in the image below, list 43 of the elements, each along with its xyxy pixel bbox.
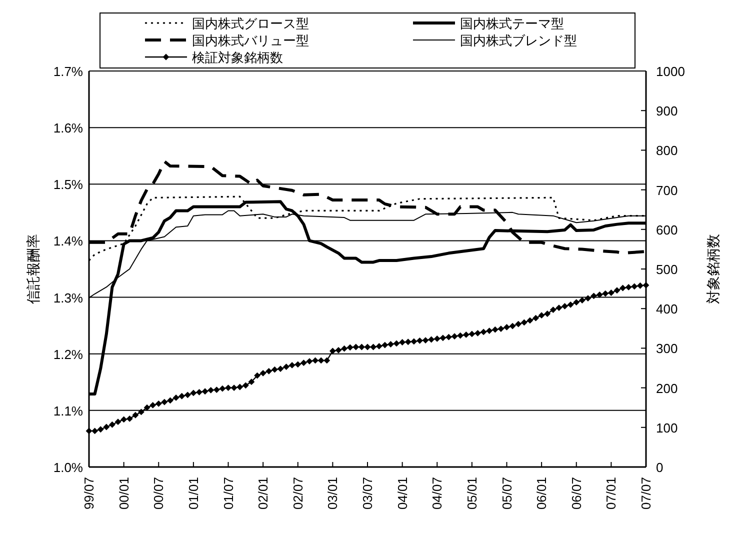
y-tick-label: 1.0% bbox=[53, 460, 84, 475]
legend-label: 国内株式テーマ型 bbox=[460, 16, 564, 31]
x-tick-label: 07/01 bbox=[604, 477, 619, 510]
y2-tick-label: 400 bbox=[656, 302, 678, 317]
y2-tick-label: 800 bbox=[656, 143, 678, 158]
y2-tick-label: 100 bbox=[656, 420, 678, 436]
y-tick-label: 1.7% bbox=[53, 64, 84, 79]
y-tick-label: 1.5% bbox=[53, 177, 84, 192]
x-tick-label: 04/07 bbox=[430, 477, 445, 510]
legend-label: 国内株式グロース型 bbox=[192, 16, 309, 31]
x-tick-label: 06/01 bbox=[534, 477, 550, 510]
y-tick-label: 1.6% bbox=[53, 120, 84, 136]
legend-label: 国内株式ブレンド型 bbox=[460, 33, 577, 48]
x-tick-label: 03/07 bbox=[360, 477, 375, 510]
y2-tick-label: 300 bbox=[656, 341, 678, 356]
x-tick-label: 03/01 bbox=[325, 477, 340, 510]
y2-tick-label: 1000 bbox=[656, 64, 685, 79]
y-tick-label: 1.3% bbox=[53, 290, 84, 306]
x-tick-label: 05/01 bbox=[464, 477, 480, 510]
x-tick-label: 00/07 bbox=[151, 477, 166, 510]
y2-tick-label: 600 bbox=[656, 222, 678, 238]
x-tick-label: 05/07 bbox=[499, 477, 514, 510]
x-tick-label: 04/01 bbox=[394, 477, 410, 510]
x-tick-label: 07/07 bbox=[638, 477, 654, 510]
y-tick-label: 1.1% bbox=[53, 403, 84, 418]
x-tick-label: 01/01 bbox=[186, 477, 201, 510]
legend-label: 検証対象銘柄数 bbox=[192, 50, 283, 65]
x-tick-label: 00/01 bbox=[116, 477, 132, 510]
y2-tick-label: 500 bbox=[656, 262, 678, 277]
x-tick-label: 06/07 bbox=[568, 477, 584, 510]
x-tick-label: 99/07 bbox=[82, 477, 96, 510]
y-tick-label: 1.4% bbox=[53, 234, 84, 249]
y-axis-title: 信託報酬率 bbox=[25, 234, 41, 304]
y2-tick-label: 0 bbox=[656, 460, 664, 475]
x-tick-label: 01/07 bbox=[220, 477, 236, 510]
x-tick-label: 02/07 bbox=[290, 477, 306, 510]
y2-tick-label: 200 bbox=[656, 380, 678, 396]
y-tick-label: 1.2% bbox=[53, 346, 84, 362]
y2-tick-label: 700 bbox=[656, 182, 678, 198]
x-tick-label: 02/01 bbox=[256, 477, 271, 510]
y2-axis-title: 対象銘柄数 bbox=[705, 234, 721, 304]
y2-tick-label: 900 bbox=[656, 104, 678, 119]
legend-label: 国内株式バリュー型 bbox=[192, 33, 309, 48]
